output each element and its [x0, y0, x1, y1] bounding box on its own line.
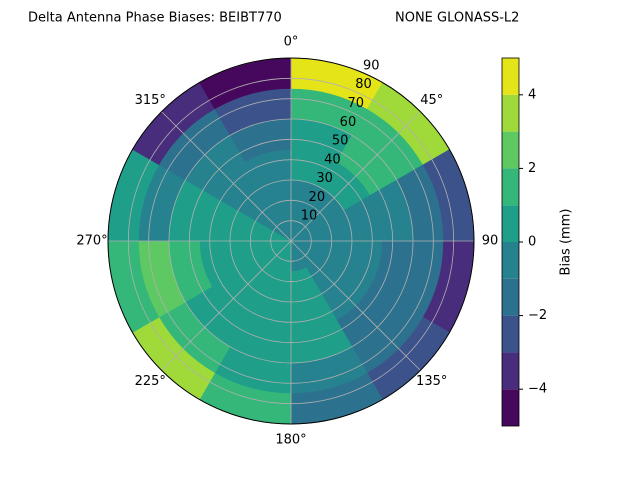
colorbar-band — [502, 278, 519, 316]
colorbar-tick-label: 0 — [528, 235, 536, 250]
colorbar-tick-label: 2 — [528, 161, 536, 176]
theta-tick-label: 45° — [420, 93, 443, 108]
colorbar-band — [502, 131, 519, 169]
r-tick-label: 90 — [363, 58, 380, 73]
colorbar-tick-label: −4 — [528, 382, 547, 397]
polar-frame — [107, 57, 475, 425]
colorbar-band — [502, 94, 519, 132]
r-tick-label: 50 — [332, 134, 349, 149]
r-tick-label: 10 — [301, 209, 318, 224]
theta-grid-line — [290, 111, 421, 242]
colorbar-label: Bias (mm) — [559, 209, 574, 276]
r-tick-label: 20 — [309, 190, 326, 205]
colorbar-band — [502, 205, 519, 242]
colorbar-band — [502, 389, 519, 426]
colorbar-tick-label: −2 — [528, 308, 547, 323]
chart-title-right: NONE GLONASS-L2 — [395, 11, 519, 26]
theta-tick-label: 270° — [76, 234, 107, 249]
chart-title: Delta Antenna Phase Biases: BEIBT770 — [28, 11, 282, 26]
colorbar-band — [502, 352, 519, 390]
theta-tick-label: 225° — [135, 374, 166, 389]
r-tick-label: 80 — [355, 77, 372, 92]
theta-grid-line — [161, 240, 292, 371]
colorbar-tick-label: 4 — [528, 87, 536, 102]
theta-grid-line — [161, 111, 292, 242]
r-tick-label: 30 — [316, 171, 333, 186]
r-tick-label: 60 — [340, 115, 357, 130]
colorbar-band — [502, 58, 519, 95]
colorbar-band — [502, 168, 519, 206]
theta-tick-label: 0° — [284, 35, 299, 50]
theta-grid-line — [290, 240, 421, 371]
theta-tick-label: 90 — [482, 234, 499, 249]
colorbar-band — [502, 242, 519, 279]
r-tick-label: 40 — [324, 152, 341, 167]
theta-tick-label: 180° — [275, 433, 306, 448]
r-tick-label: 70 — [347, 96, 364, 111]
theta-tick-label: 315° — [135, 93, 166, 108]
theta-tick-label: 135° — [416, 374, 447, 389]
colorbar-band — [502, 315, 519, 353]
